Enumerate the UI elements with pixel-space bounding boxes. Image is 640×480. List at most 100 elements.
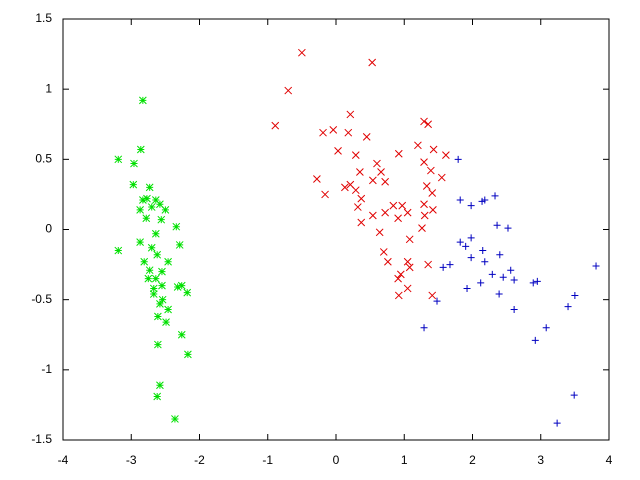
scatter-point bbox=[403, 284, 412, 293]
scatter-point bbox=[379, 248, 388, 256]
scatter-point bbox=[439, 263, 447, 271]
scatter-point bbox=[381, 177, 389, 186]
scatter-point bbox=[151, 274, 160, 283]
scatter-point bbox=[381, 208, 389, 217]
scatter-point bbox=[456, 196, 464, 204]
scatter-point bbox=[418, 224, 426, 232]
scatter-point bbox=[481, 258, 489, 266]
scatter-point bbox=[428, 189, 437, 197]
scatter-point bbox=[592, 262, 600, 270]
scatter-point bbox=[375, 228, 384, 237]
scatter-point bbox=[510, 305, 518, 313]
scatter-point bbox=[422, 182, 431, 190]
x-tick-label: -1 bbox=[262, 453, 273, 467]
scatter-point bbox=[463, 284, 471, 292]
scatter-point bbox=[529, 279, 537, 287]
scatter-point bbox=[420, 158, 428, 166]
scatter-point bbox=[319, 128, 327, 137]
scatter-point bbox=[398, 201, 407, 210]
scatter-point bbox=[424, 260, 432, 269]
scatter-point bbox=[403, 257, 412, 266]
scatter-point bbox=[384, 257, 392, 266]
scatter-point bbox=[147, 203, 156, 211]
scatter-point bbox=[151, 196, 160, 204]
scatter-point bbox=[368, 58, 377, 67]
scatter-point bbox=[488, 270, 496, 278]
y-tick-label: 0.5 bbox=[35, 152, 52, 166]
scatter-point bbox=[356, 168, 364, 176]
scatter-point bbox=[357, 194, 366, 203]
scatter-point bbox=[184, 350, 192, 359]
x-tick-label: 2 bbox=[469, 453, 476, 467]
y-tick-label: -0.5 bbox=[31, 292, 52, 306]
scatter-point bbox=[114, 155, 123, 164]
scatter-point bbox=[130, 159, 138, 168]
x-tick-label: -4 bbox=[58, 453, 69, 467]
scatter-point bbox=[533, 277, 541, 285]
scatter-point bbox=[427, 166, 435, 175]
scatter-point bbox=[151, 229, 160, 238]
scatter-point bbox=[298, 48, 306, 57]
x-tick-label: 4 bbox=[606, 453, 613, 467]
scatter-point bbox=[147, 243, 156, 252]
scatter-point bbox=[389, 201, 398, 210]
scatter-point bbox=[495, 290, 503, 298]
scatter-point bbox=[173, 283, 182, 291]
scatter-point bbox=[377, 168, 385, 176]
scatter-point bbox=[504, 224, 512, 232]
scatter-point bbox=[477, 279, 485, 287]
scatter-point bbox=[164, 257, 172, 266]
scatter-point bbox=[157, 215, 166, 224]
scatter-point bbox=[136, 145, 145, 154]
y-tick-label: 1.5 bbox=[35, 11, 52, 25]
scatter-point bbox=[493, 221, 501, 229]
scatter-point bbox=[171, 415, 179, 423]
scatter-point bbox=[177, 330, 186, 339]
scatter-point bbox=[138, 96, 147, 105]
scatter-point bbox=[284, 86, 293, 95]
scatter-point bbox=[403, 208, 412, 217]
scatter-point bbox=[156, 200, 164, 209]
scatter-point bbox=[164, 305, 172, 314]
x-tick-label: -3 bbox=[126, 453, 137, 467]
scatter-point bbox=[154, 312, 162, 321]
scatter-point bbox=[153, 392, 162, 401]
scatter-point bbox=[351, 151, 360, 159]
scatter-point bbox=[154, 340, 162, 349]
scatter-point bbox=[499, 273, 507, 281]
y-tick-label: 1 bbox=[45, 81, 52, 95]
scatter-point bbox=[136, 238, 144, 246]
scatter-point bbox=[564, 303, 572, 311]
scatter-point bbox=[321, 190, 329, 199]
scatter-point bbox=[442, 151, 450, 159]
scatter-point bbox=[145, 183, 154, 192]
scatter-point bbox=[405, 235, 414, 244]
scatter-point bbox=[156, 381, 164, 390]
scatter-point bbox=[446, 261, 454, 269]
scatter-point bbox=[420, 117, 428, 126]
scatter-point bbox=[467, 234, 475, 242]
scatter-point bbox=[145, 266, 154, 275]
scatter-point bbox=[353, 203, 362, 211]
scatter-point bbox=[456, 238, 464, 246]
scatter-point bbox=[271, 121, 280, 130]
scatter-point bbox=[144, 274, 153, 283]
scatter-point bbox=[344, 128, 353, 137]
scatter-point bbox=[138, 196, 147, 204]
scatter-point bbox=[175, 241, 184, 249]
scatter-point bbox=[369, 211, 377, 220]
scatter-point bbox=[542, 324, 550, 332]
scatter-point bbox=[429, 145, 438, 154]
scatter-point bbox=[571, 291, 579, 299]
scatter-point bbox=[429, 205, 437, 214]
scatter-point bbox=[420, 324, 428, 332]
scatter-point bbox=[507, 266, 515, 274]
scatter-point bbox=[357, 218, 366, 227]
scatter-point bbox=[156, 300, 164, 308]
scatter-point bbox=[142, 214, 151, 223]
scatter-point bbox=[351, 186, 360, 195]
scatter-point bbox=[424, 120, 432, 129]
scatter-point bbox=[373, 159, 381, 168]
scatter-point bbox=[369, 176, 377, 185]
